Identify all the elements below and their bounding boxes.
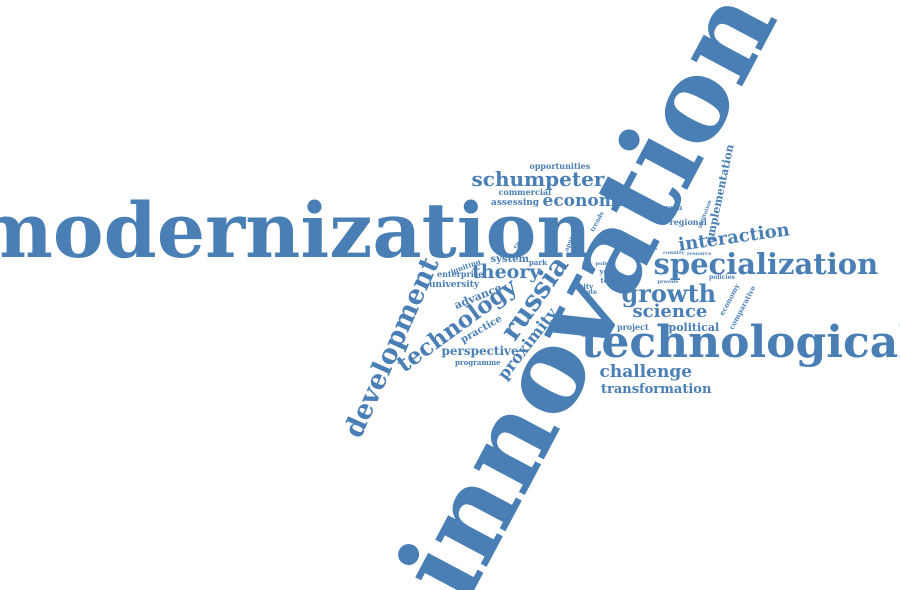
word-growth: growth bbox=[621, 279, 717, 308]
word-enterprise: enterprise bbox=[437, 269, 484, 279]
word-commercial: commercial bbox=[498, 187, 552, 197]
word-specialization: specialization bbox=[653, 246, 879, 281]
word-regional: regional bbox=[669, 217, 707, 227]
word-smart: smart bbox=[555, 320, 595, 334]
word-theory: theory bbox=[472, 260, 541, 283]
word-schumpeter: schumpeter bbox=[471, 167, 605, 191]
word-york: york bbox=[599, 266, 617, 276]
word-clash: clash bbox=[642, 245, 658, 252]
word-modernization: modernization bbox=[0, 186, 592, 275]
word-economic: economic bbox=[542, 190, 634, 211]
word-assessing: assessing bbox=[491, 197, 540, 208]
word-edited: edited bbox=[605, 236, 627, 243]
word-city: city bbox=[579, 281, 594, 291]
word-town: town bbox=[600, 275, 620, 285]
word-provide: provide bbox=[657, 278, 679, 285]
word-science: science bbox=[632, 301, 708, 322]
word-policies: policies bbox=[709, 274, 735, 281]
word-challenge: challenge bbox=[599, 361, 693, 382]
word-transformation: transformation bbox=[601, 381, 712, 397]
word-park: park bbox=[529, 257, 547, 267]
word-opportunities: opportunities bbox=[529, 161, 591, 171]
word-programme: programme bbox=[455, 357, 501, 367]
word-university: university bbox=[429, 279, 480, 290]
word-perspective: perspective bbox=[441, 344, 519, 358]
word-project: project bbox=[617, 322, 649, 332]
word-system: system bbox=[490, 254, 530, 265]
word-resource: resource bbox=[687, 250, 712, 257]
word-country: country bbox=[663, 249, 685, 256]
word-political: political bbox=[668, 320, 720, 334]
word-policy: policy bbox=[595, 260, 613, 267]
word-problem: problem bbox=[644, 211, 672, 218]
word-technological: technological bbox=[581, 317, 900, 368]
word-state: state bbox=[580, 289, 598, 296]
word-european: european bbox=[645, 202, 683, 212]
